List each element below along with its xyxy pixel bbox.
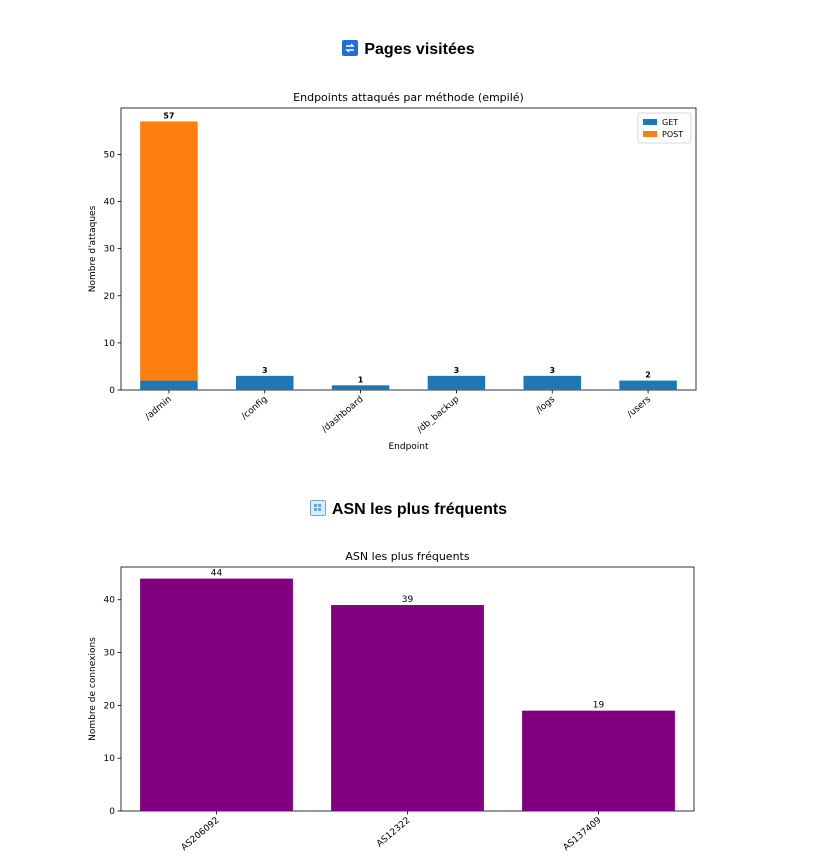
x-tick-label: /logs — [534, 394, 557, 416]
bar-as137409 — [522, 710, 675, 811]
y-tick-label: 0 — [109, 807, 115, 817]
legend-swatch-get — [643, 119, 657, 125]
chart-title: ASN les plus fréquents — [345, 550, 469, 563]
bar-value-label: 19 — [593, 701, 605, 711]
y-tick-label: 10 — [104, 339, 116, 349]
bar-total-label: 57 — [163, 111, 174, 120]
y-axis-label: Nombre de connexions — [88, 637, 98, 741]
chart-0 — [117, 107, 697, 394]
y-tick-label: 10 — [104, 754, 116, 764]
section-heading-asn: ASN les plus fréquents — [0, 500, 817, 519]
x-tick-label: /users — [626, 394, 654, 419]
y-axis-label: Nombre d'attaques — [88, 205, 98, 292]
bar-get-config — [236, 375, 294, 390]
y-tick-label: 20 — [104, 292, 116, 302]
y-tick-label: 40 — [104, 198, 116, 208]
repeat-icon — [342, 40, 359, 56]
y-tick-label: 50 — [104, 150, 116, 160]
bar-total-label: 3 — [549, 366, 555, 375]
bar-total-label: 3 — [262, 366, 268, 375]
x-tick-label: AS206092 — [180, 816, 222, 853]
y-tick-label: 40 — [104, 596, 116, 606]
plot-frame — [120, 107, 697, 391]
bar-as206092 — [140, 578, 293, 811]
bar-get-admin — [140, 380, 198, 390]
x-axis-label: Endpoint — [388, 442, 429, 452]
bar-value-label: 44 — [211, 569, 223, 579]
x-tick-label: /config — [240, 395, 270, 422]
x-tick-label: /admin — [143, 395, 173, 423]
bar-post-admin — [140, 121, 198, 381]
bar-as12322 — [331, 605, 484, 811]
bar-get-dashboard — [331, 385, 390, 390]
bar-get-users — [619, 380, 677, 390]
plot-frame — [120, 566, 695, 812]
y-tick-label: 30 — [104, 245, 116, 255]
x-tick-label: /dashboard — [320, 395, 365, 435]
section-title: Pages visitées — [364, 41, 475, 58]
bar-get-logs — [523, 375, 581, 390]
legend-label-post: POST — [662, 130, 683, 139]
grid-icon — [309, 500, 326, 516]
x-tick-label: AS137409 — [562, 815, 604, 853]
section-heading-pages: Pages visitées — [0, 40, 817, 59]
y-tick-label: 0 — [109, 386, 115, 396]
bar-get-dbbackup — [427, 375, 486, 390]
chart-1 — [117, 566, 695, 815]
legend-box — [637, 112, 692, 144]
y-tick-label: 20 — [104, 701, 116, 711]
x-tick-label: /db_backup — [415, 394, 461, 435]
bar-total-label: 2 — [645, 371, 651, 380]
y-tick-label: 30 — [104, 649, 116, 659]
bar-value-label: 39 — [402, 595, 414, 605]
bar-total-label: 3 — [454, 366, 460, 375]
x-tick-label: AS12322 — [375, 816, 412, 850]
chart-title: Endpoints attaqués par méthode (empilé) — [293, 91, 524, 104]
bar-total-label: 1 — [358, 375, 364, 384]
section-title: ASN les plus fréquents — [331, 501, 508, 518]
legend-swatch-post — [643, 131, 657, 137]
legend-label-get: GET — [662, 118, 678, 127]
